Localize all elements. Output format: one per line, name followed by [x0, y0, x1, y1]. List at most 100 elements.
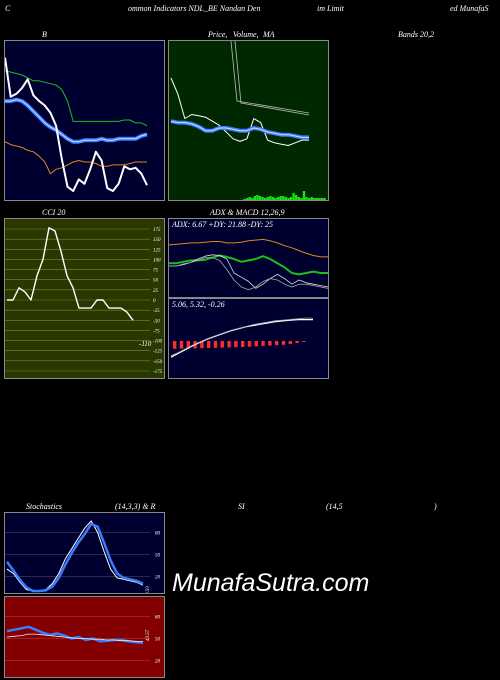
- volume-bar: [315, 198, 319, 200]
- cci-value-label: -110: [139, 340, 152, 348]
- adx-minus-di-line: [169, 254, 328, 289]
- volume-bar: [323, 198, 326, 200]
- header-text-1: C: [5, 4, 11, 13]
- volume-bar: [307, 198, 311, 200]
- rsi-value-label: 43.57: [146, 629, 151, 641]
- header-text-4: ed MunafaS: [450, 4, 489, 13]
- price-overlay-line-1: [230, 41, 310, 114]
- rsi-tick-label: 80: [155, 616, 161, 621]
- macd-panel: [168, 298, 329, 379]
- watermark: MunafaSutra.com: [172, 569, 370, 597]
- bollinger-price-line: [5, 57, 148, 192]
- adx-panel: [168, 218, 329, 298]
- cci-tick-label: -75: [153, 329, 160, 334]
- stoch-tick-label: 20: [155, 575, 161, 580]
- volume-bar: [279, 196, 282, 200]
- macd-chart: [170, 317, 313, 358]
- cci-tick-label: -150: [153, 360, 163, 365]
- volume-bar: [297, 197, 300, 200]
- macd-histogram-bar: [254, 341, 258, 347]
- cci-tick-label: 0: [153, 299, 156, 304]
- macd-histogram-bar: [268, 341, 272, 346]
- rsi-average-line: [6, 633, 143, 642]
- stoch-title-left: Stochastics: [26, 502, 62, 511]
- rsi-chart: 80 50 20 43.57: [5, 616, 161, 664]
- volume-bar: [310, 197, 313, 200]
- bands-label: Bands 20,2: [398, 30, 434, 39]
- cci-tick-label: -25: [153, 309, 160, 314]
- volume-bar: [318, 198, 321, 200]
- macd-histogram-bar: [247, 341, 252, 347]
- volume-bar: [289, 197, 293, 200]
- volume-bar: [269, 196, 272, 200]
- macd-histogram-bar: [207, 341, 211, 348]
- adx-plus-di-line: [169, 254, 328, 276]
- macd-histogram-bar: [179, 341, 184, 349]
- cci-tick-label: 175: [153, 228, 161, 233]
- rsi-panel: 80 50 20 43.57: [4, 596, 165, 678]
- price-label-2: Volume,: [233, 30, 259, 39]
- cci-tick-label: -50: [153, 319, 160, 324]
- volume-bar: [295, 195, 298, 200]
- macd-histogram-bar: [173, 341, 177, 349]
- stoch-title-right: (14,5: [326, 502, 343, 511]
- volume-bar: [287, 198, 290, 200]
- cci-tick-label: 125: [153, 248, 161, 253]
- macd-histogram-bar: [275, 341, 279, 346]
- price-ma-line-core: [170, 120, 309, 138]
- volume-bar: [302, 191, 306, 200]
- macd-histogram-bar: [261, 341, 265, 346]
- volume-bar: [300, 198, 303, 200]
- price-label-3: MA: [263, 30, 275, 39]
- adx-orange-line: [169, 238, 328, 258]
- bollinger-label: B: [42, 30, 47, 39]
- adx-white-line: [169, 257, 328, 291]
- cci-tick-label: -100: [153, 340, 163, 345]
- volume-bar: [258, 196, 262, 200]
- volume-bar: [271, 197, 275, 200]
- macd-histogram-bar: [220, 341, 224, 348]
- price-label-1: Price,: [208, 30, 228, 39]
- volume-bar: [313, 198, 316, 200]
- macd-histogram-bar: [295, 341, 299, 343]
- macd-histogram-bar: [186, 341, 190, 349]
- macd-histogram-bar: [302, 341, 306, 342]
- cci-label: CCI 20: [42, 208, 66, 217]
- price-panel: [168, 40, 329, 201]
- stoch-k-line: [6, 520, 144, 592]
- cci-tick-label: 25: [153, 289, 159, 294]
- cci-line: [7, 227, 134, 321]
- stoch-tick-label: 50: [155, 554, 161, 559]
- volume-bar: [266, 197, 269, 200]
- bollinger-middle-band-core: [5, 99, 148, 143]
- volume-bar: [305, 197, 308, 200]
- volume-bar: [284, 197, 288, 200]
- adx-title: ADX & MACD 12,26,9: [210, 208, 285, 217]
- macd-histogram-bar: [227, 341, 231, 348]
- header-text-3: im Limit: [317, 4, 344, 13]
- volume-bar: [264, 198, 267, 200]
- macd-histogram-bar: [241, 341, 245, 347]
- volume-bar: [274, 198, 277, 200]
- bollinger-panel: [4, 40, 165, 201]
- rsi-tick-label: 20: [155, 659, 161, 664]
- adx-readout: ADX: 6.67 +DY: 21.88 -DY: 25: [172, 220, 274, 229]
- cci-tick-label: 75: [153, 269, 159, 274]
- header-text-2: ommon Indicators NDL_BE Nandan Den: [128, 4, 261, 13]
- macd-histogram-bar: [213, 341, 218, 348]
- cci-tick-label: 50: [153, 279, 159, 284]
- macd-histogram-bar: [234, 341, 238, 348]
- stoch-title-end: ): [434, 502, 437, 511]
- stoch-d-line: [5, 522, 144, 593]
- stoch-title-mid: (14,3,3) & R: [115, 502, 156, 511]
- macd-histogram-bar: [288, 341, 292, 344]
- volume-bar: [276, 197, 280, 200]
- cci-tick-label: -175: [153, 370, 163, 375]
- volume-bar: [248, 197, 251, 200]
- cci-tick-label: 150: [153, 238, 161, 243]
- cci-chart: 175 150 125 100 75 50 25 0 -25 -50 -75 -100 -125 -150…: [5, 227, 163, 375]
- macd-histogram-bar: [200, 341, 204, 349]
- price-chart: [170, 41, 326, 200]
- stoch-tick-label: 80: [155, 532, 161, 537]
- bollinger-lower-band: [5, 141, 147, 175]
